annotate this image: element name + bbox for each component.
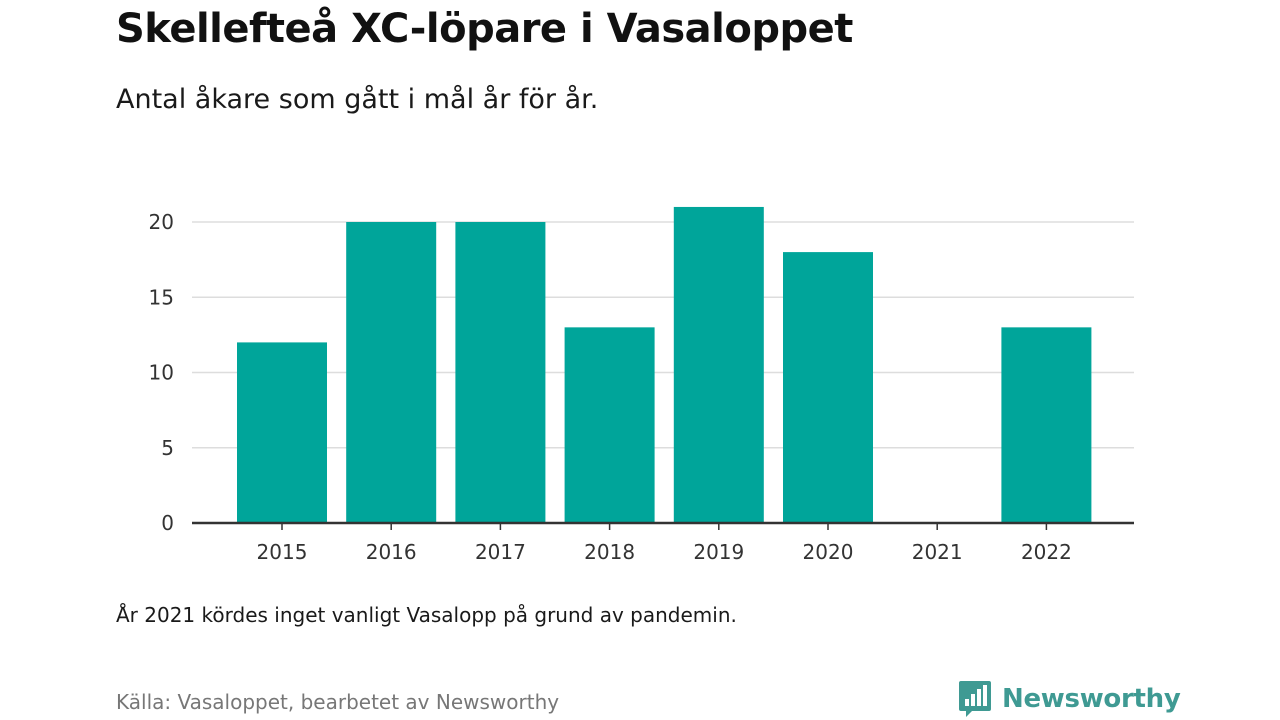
bar-2020	[783, 252, 873, 523]
y-tick-label: 15	[149, 285, 174, 309]
x-tick-label: 2021	[912, 540, 963, 564]
bar-2019	[673, 206, 764, 523]
bar-2022	[1001, 327, 1092, 523]
bar-2016	[346, 222, 437, 523]
brand-name: Newsworthy	[1002, 684, 1181, 714]
brand-logo: Newsworthy	[958, 680, 1181, 718]
bar-2015	[237, 342, 327, 523]
bar-2017	[455, 222, 546, 523]
chart-subtitle: Antal åkare som gått i mål år för år.	[116, 84, 599, 115]
source-text: Källa: Vasaloppet, bearbetet av Newswort…	[116, 690, 560, 714]
chart-title: Skellefteå XC-löpare i Vasaloppet	[116, 6, 853, 52]
y-tick-label: 5	[161, 436, 174, 460]
y-tick-label: 20	[149, 210, 174, 234]
y-tick-label: 10	[149, 361, 174, 385]
x-tick-label: 2015	[257, 540, 308, 564]
x-tick-label: 2016	[366, 540, 417, 564]
x-tick-label: 2022	[1021, 540, 1072, 564]
axes: 0 5 10 15 20 2015 2016 2017 2018 2019 2020 2021 2022	[149, 210, 1134, 564]
bar-chart: 0 5 10 15 20 2015 2016 2017 2018 2019 2020 2021 2022	[149, 206, 1134, 564]
y-tick-label: 0	[161, 511, 174, 535]
newsworthy-logo-icon	[959, 681, 991, 717]
chart-note: År 2021 kördes inget vanligt Vasalopp på…	[116, 603, 737, 627]
x-tick-label: 2019	[693, 540, 744, 564]
bar-2018	[564, 327, 655, 523]
bars	[237, 206, 1092, 523]
x-tick-label: 2020	[803, 540, 854, 564]
x-tick-label: 2018	[584, 540, 635, 564]
x-tick-label: 2017	[475, 540, 526, 564]
gridlines	[192, 221, 1134, 449]
